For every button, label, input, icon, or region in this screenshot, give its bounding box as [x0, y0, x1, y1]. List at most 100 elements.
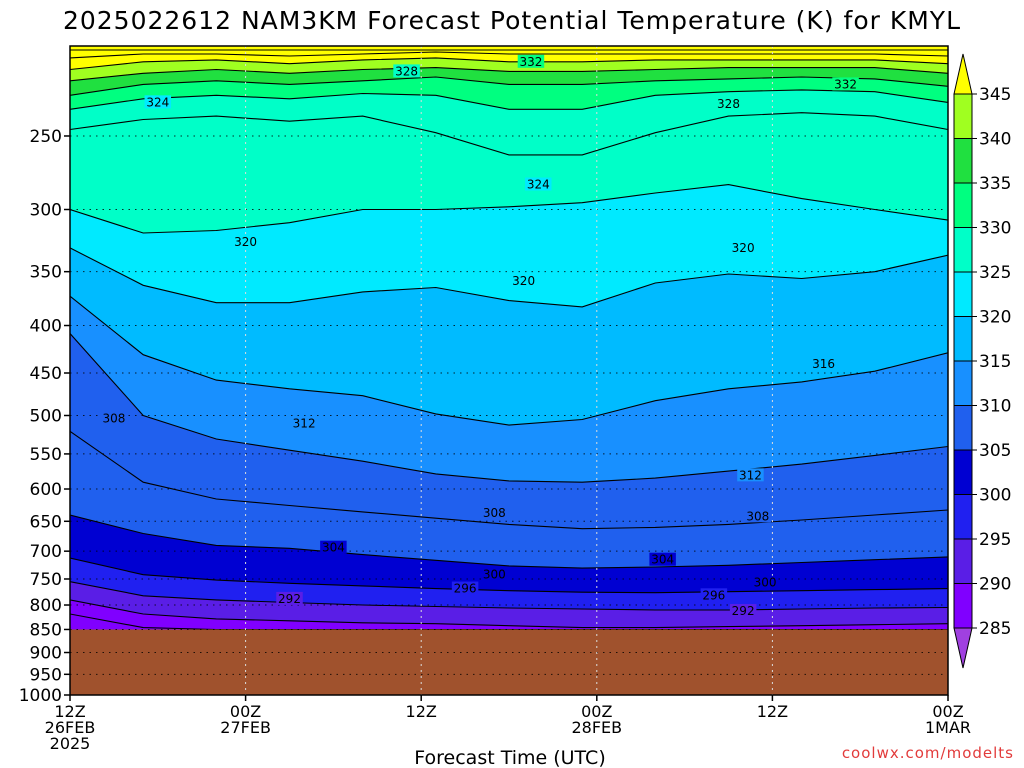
y-tick-label: 400	[30, 317, 62, 337]
contour-label: 328	[717, 97, 740, 111]
y-tick-label: 350	[30, 263, 62, 283]
colorbar-bin	[953, 449, 973, 495]
contour-label-bg	[144, 95, 172, 109]
y-tick-label: 800	[30, 596, 62, 616]
contour-label: 296	[702, 588, 725, 602]
contour-label: 300	[754, 576, 777, 590]
y-tick-label: 550	[30, 445, 62, 465]
colorbar-bin	[953, 538, 973, 584]
y-tick-label: 600	[30, 480, 62, 500]
y-tick-label: 450	[30, 364, 62, 384]
y-tick-label: 300	[30, 201, 62, 221]
x-tick-label: 2025	[50, 734, 91, 753]
contour-label: 316	[812, 357, 835, 371]
contour-label-bg	[290, 416, 318, 430]
colorbar-min-triangle	[953, 627, 973, 669]
contour-label-bg	[744, 509, 772, 523]
contour-label-bg	[700, 588, 728, 602]
colorbar-max-triangle	[953, 53, 973, 95]
contour-label-bg	[715, 97, 742, 111]
y-tick-label: 750	[30, 570, 62, 590]
contour-326	[70, 112, 948, 156]
contour-label: 332	[519, 55, 542, 69]
x-tick-label: 27FEB	[220, 718, 271, 737]
colorbar-bin	[953, 271, 973, 317]
y-tick-label: 900	[30, 644, 62, 664]
plot-frame	[69, 45, 949, 696]
colorbar-tick-label: 295	[979, 530, 1011, 550]
contour-label: 308	[483, 506, 506, 520]
colorbar-tick-label: 335	[979, 174, 1011, 194]
contour-label: 296	[454, 582, 477, 596]
x-tick-label: 00Z	[932, 702, 963, 721]
contour-label-bg	[481, 506, 508, 520]
contour-322	[70, 184, 948, 234]
x-tick-label: 12Z	[406, 702, 437, 721]
contour-306	[70, 430, 948, 530]
x-axis-label: Forecast Time (UTC)	[414, 747, 605, 768]
colorbar-bin	[953, 494, 973, 540]
contour-label-bg	[729, 240, 757, 254]
y-axis: 250 300 350 400 450 500 550 600 650 700 750 800 850 9…	[19, 127, 70, 706]
colorbar: 285 290 295 300 305 310 315 320 325 330 335 340 345	[953, 53, 1011, 669]
credit-text: coolwx.com/modelts	[842, 744, 1014, 762]
contour-label-bg	[510, 273, 537, 287]
contour-label-bg	[276, 591, 303, 605]
contour-334	[70, 76, 948, 96]
colorbar-tick-label: 315	[979, 352, 1011, 372]
contour-label-bg	[751, 575, 779, 589]
contour-label: 324	[146, 95, 169, 109]
contour-342	[70, 57, 948, 71]
colorbar-tick-label: 345	[979, 85, 1011, 105]
contour-label: 312	[739, 468, 762, 482]
contour-label: 320	[732, 241, 755, 255]
y-tick-label: 650	[30, 512, 62, 532]
chart-title: 2025022612 NAM3KM Forecast Potential Tem…	[63, 6, 961, 35]
colorbar-tick-label: 320	[979, 308, 1011, 328]
colorbar-bin	[953, 138, 973, 184]
x-tick-label: 12Z	[54, 702, 85, 721]
theta-field: 332 328 332 324 328 324 320 320 320 316 308 312 312 3…	[70, 46, 948, 695]
contour-label-bg	[393, 64, 420, 78]
contour-label: 308	[746, 509, 769, 523]
colorbar-tick-label: 340	[979, 130, 1011, 150]
colorbar-bin	[953, 583, 973, 629]
contour-label-bg	[517, 54, 545, 68]
colorbar-tick-label: 310	[979, 397, 1011, 417]
x-tick-label: 00Z	[581, 702, 612, 721]
contour-330	[70, 89, 948, 110]
contour-label: 304	[651, 553, 674, 567]
contour-346	[70, 51, 948, 59]
colorbar-bin	[953, 316, 973, 362]
y-tick-label: 250	[30, 127, 62, 147]
colorbar-bin	[953, 227, 973, 273]
x-tick-label: 00Z	[230, 702, 261, 721]
x-tick-label: 26FEB	[45, 718, 96, 737]
contour-label-bg	[525, 177, 552, 191]
y-tick-label: 850	[30, 620, 62, 640]
colorbar-tick-label: 325	[979, 263, 1011, 283]
underground	[70, 629, 948, 695]
contour-label-bg	[320, 540, 347, 554]
colorbar-tick-label: 300	[979, 486, 1011, 506]
contour-290	[70, 599, 948, 629]
contour-label: 324	[527, 178, 550, 192]
contour-label-bg	[729, 604, 757, 618]
contour-label: 320	[512, 274, 535, 288]
colorbar-bin	[953, 182, 973, 228]
contour-label-bg	[810, 356, 837, 370]
contour-318	[70, 247, 948, 308]
contour-label: 300	[483, 568, 506, 582]
contour-label-bg	[451, 581, 479, 595]
contour-label-bg	[832, 77, 859, 91]
contour-label: 304	[322, 541, 345, 555]
plot-area: 332 328 332 324 328 324 320 320 320 316 308 312 312 3…	[69, 45, 949, 696]
colorbar-tick-label: 285	[979, 619, 1011, 639]
y-tick-label: 950	[30, 665, 62, 685]
colorbar-tick-label: 330	[979, 219, 1011, 239]
contour-314	[70, 295, 948, 426]
y-tick-label: 1000	[19, 686, 62, 706]
x-tick-label: 12Z	[757, 702, 788, 721]
